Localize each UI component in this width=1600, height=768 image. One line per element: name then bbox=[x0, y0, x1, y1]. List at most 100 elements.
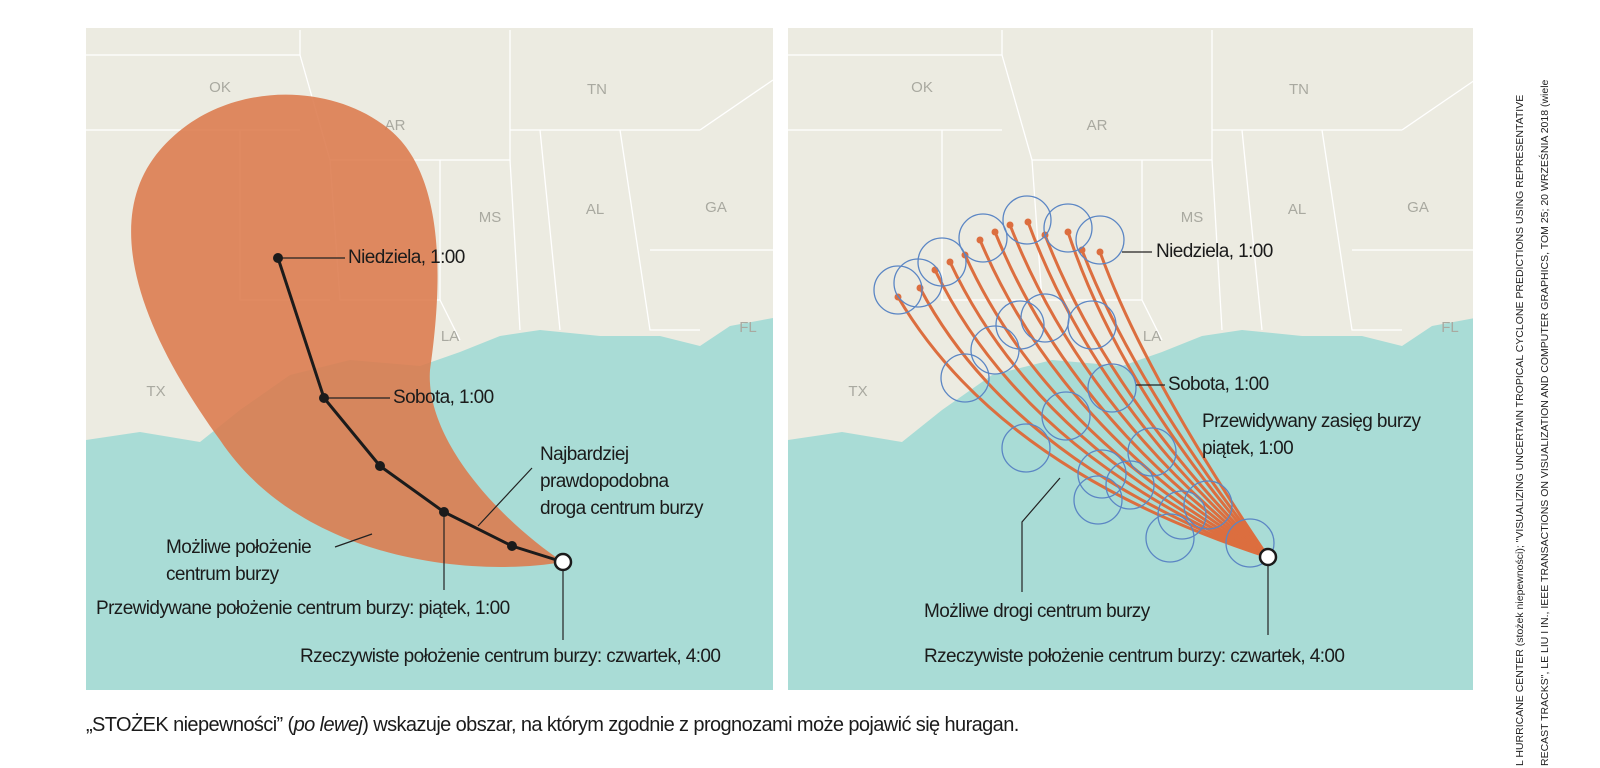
state-label: OK bbox=[209, 79, 231, 96]
state-border bbox=[1401, 80, 1473, 131]
state-label: MS bbox=[1181, 209, 1204, 226]
leader-line bbox=[334, 533, 373, 548]
annotation: Sobota, 1:00 bbox=[1168, 374, 1269, 395]
track-end bbox=[991, 228, 999, 236]
storm-extent bbox=[958, 213, 1008, 263]
state-label: LA bbox=[1143, 328, 1161, 345]
state-label: TN bbox=[1289, 81, 1309, 98]
leader-line bbox=[477, 467, 533, 527]
annotation: piątek, 1:00 bbox=[1202, 438, 1293, 459]
state-label: OK bbox=[911, 79, 933, 96]
annotation: Rzeczywiste położenie centrum burzy: czw… bbox=[924, 646, 1344, 667]
annotation: Możliwe położenie bbox=[166, 537, 311, 558]
state-label: FL bbox=[739, 319, 757, 336]
state-label: GA bbox=[1407, 199, 1429, 216]
storm-extent bbox=[1157, 490, 1207, 540]
left-map: OK AR TN MS AL GA LA FL TX bbox=[86, 28, 773, 690]
credit-line: RECAST TRACKS", LE LIU I IN., IEEE TRANS… bbox=[1538, 79, 1551, 766]
state-border bbox=[509, 159, 521, 331]
leader-line bbox=[1021, 477, 1061, 592]
state-label: AL bbox=[1288, 201, 1306, 218]
storm-extent bbox=[1002, 195, 1052, 245]
track-end bbox=[1024, 218, 1032, 226]
track-point bbox=[439, 507, 449, 517]
possible-track bbox=[978, 239, 1269, 559]
possible-track bbox=[948, 261, 1269, 559]
possible-track bbox=[896, 296, 1269, 559]
state-label: AR bbox=[1087, 117, 1108, 134]
possible-track bbox=[1043, 234, 1270, 559]
storm-extent bbox=[1043, 203, 1093, 253]
possible-track bbox=[1080, 249, 1270, 558]
possible-track bbox=[993, 231, 1269, 559]
possible-track bbox=[1008, 224, 1269, 559]
track-point bbox=[319, 393, 329, 403]
state-border bbox=[1321, 129, 1402, 331]
track-end bbox=[1064, 228, 1072, 236]
track-end bbox=[976, 236, 984, 244]
track-end bbox=[1006, 221, 1014, 229]
storm-extent bbox=[1067, 300, 1117, 350]
state-label: AL bbox=[586, 201, 604, 218]
actual-position bbox=[1258, 547, 1278, 567]
storm-extent bbox=[940, 353, 990, 403]
state-label: GA bbox=[705, 199, 727, 216]
annotation: prawdopodobna bbox=[540, 471, 670, 492]
possible-track bbox=[933, 269, 1269, 559]
right-map: OK AR TN MS AL GA LA FL TX bbox=[788, 28, 1473, 690]
actual-position bbox=[553, 552, 573, 572]
storm-extent bbox=[1073, 475, 1123, 525]
state-label: AR bbox=[385, 117, 406, 134]
annotation: centrum burzy bbox=[166, 564, 280, 585]
possible-track bbox=[1098, 251, 1270, 558]
annotation: Przewidywany zasięg burzy bbox=[1202, 411, 1421, 432]
sea bbox=[788, 318, 1473, 690]
state-label: MS bbox=[479, 209, 502, 226]
state-border bbox=[941, 130, 1032, 301]
caption-text: ) wskazuje obszar, na którym zgodnie z p… bbox=[362, 714, 1018, 736]
state-border bbox=[1031, 159, 1163, 341]
annotation: Przewidywane położenie centrum burzy: pi… bbox=[96, 598, 510, 619]
possible-track bbox=[963, 254, 1269, 559]
storm-extent bbox=[1105, 460, 1155, 510]
state-border bbox=[699, 79, 773, 131]
track-point bbox=[375, 461, 385, 471]
uncertainty-cone bbox=[131, 94, 563, 567]
track-point bbox=[273, 253, 283, 263]
storm-extent bbox=[1077, 449, 1127, 499]
storm-extent bbox=[1075, 215, 1125, 265]
storm-extent bbox=[1087, 363, 1137, 413]
annotation: droga centrum burzy bbox=[540, 498, 704, 519]
storm-extent bbox=[1001, 423, 1051, 473]
storm-extent bbox=[873, 265, 923, 315]
state-label: TX bbox=[848, 383, 867, 400]
annotation: Sobota, 1:00 bbox=[393, 387, 494, 408]
state-label: FL bbox=[1441, 319, 1459, 336]
track bbox=[276, 257, 564, 564]
state-label: TN bbox=[587, 81, 607, 98]
storm-extent bbox=[1145, 513, 1195, 563]
annotation: Niedziela, 1:00 bbox=[348, 247, 465, 268]
storm-extent bbox=[917, 237, 967, 287]
storm-extent bbox=[995, 300, 1045, 350]
state-border bbox=[1211, 159, 1223, 331]
state-border bbox=[1001, 30, 1213, 161]
state-label: TX bbox=[146, 383, 165, 400]
track-point bbox=[507, 541, 517, 551]
storm-extent bbox=[1183, 480, 1233, 530]
track-end bbox=[1096, 248, 1104, 256]
caption: „STOŻEK niepewności” (po lewej) wskazuje… bbox=[86, 713, 1019, 736]
track-end bbox=[946, 258, 954, 266]
annotation: Najbardziej bbox=[540, 444, 628, 465]
caption-italic: po lewej bbox=[293, 714, 364, 736]
annotation: Możliwe drogi centrum burzy bbox=[924, 601, 1151, 622]
storm-extent bbox=[1041, 391, 1091, 441]
credit-line: L HURRICANE CENTER (stożek niepewności);… bbox=[1514, 95, 1526, 766]
possible-track bbox=[1026, 221, 1269, 559]
storm-extent bbox=[970, 325, 1020, 375]
annotation: Niedziela, 1:00 bbox=[1156, 241, 1273, 262]
storm-extent bbox=[1225, 518, 1275, 568]
state-label: LA bbox=[441, 328, 459, 345]
annotation: Rzeczywiste położenie centrum burzy: czw… bbox=[300, 646, 720, 667]
